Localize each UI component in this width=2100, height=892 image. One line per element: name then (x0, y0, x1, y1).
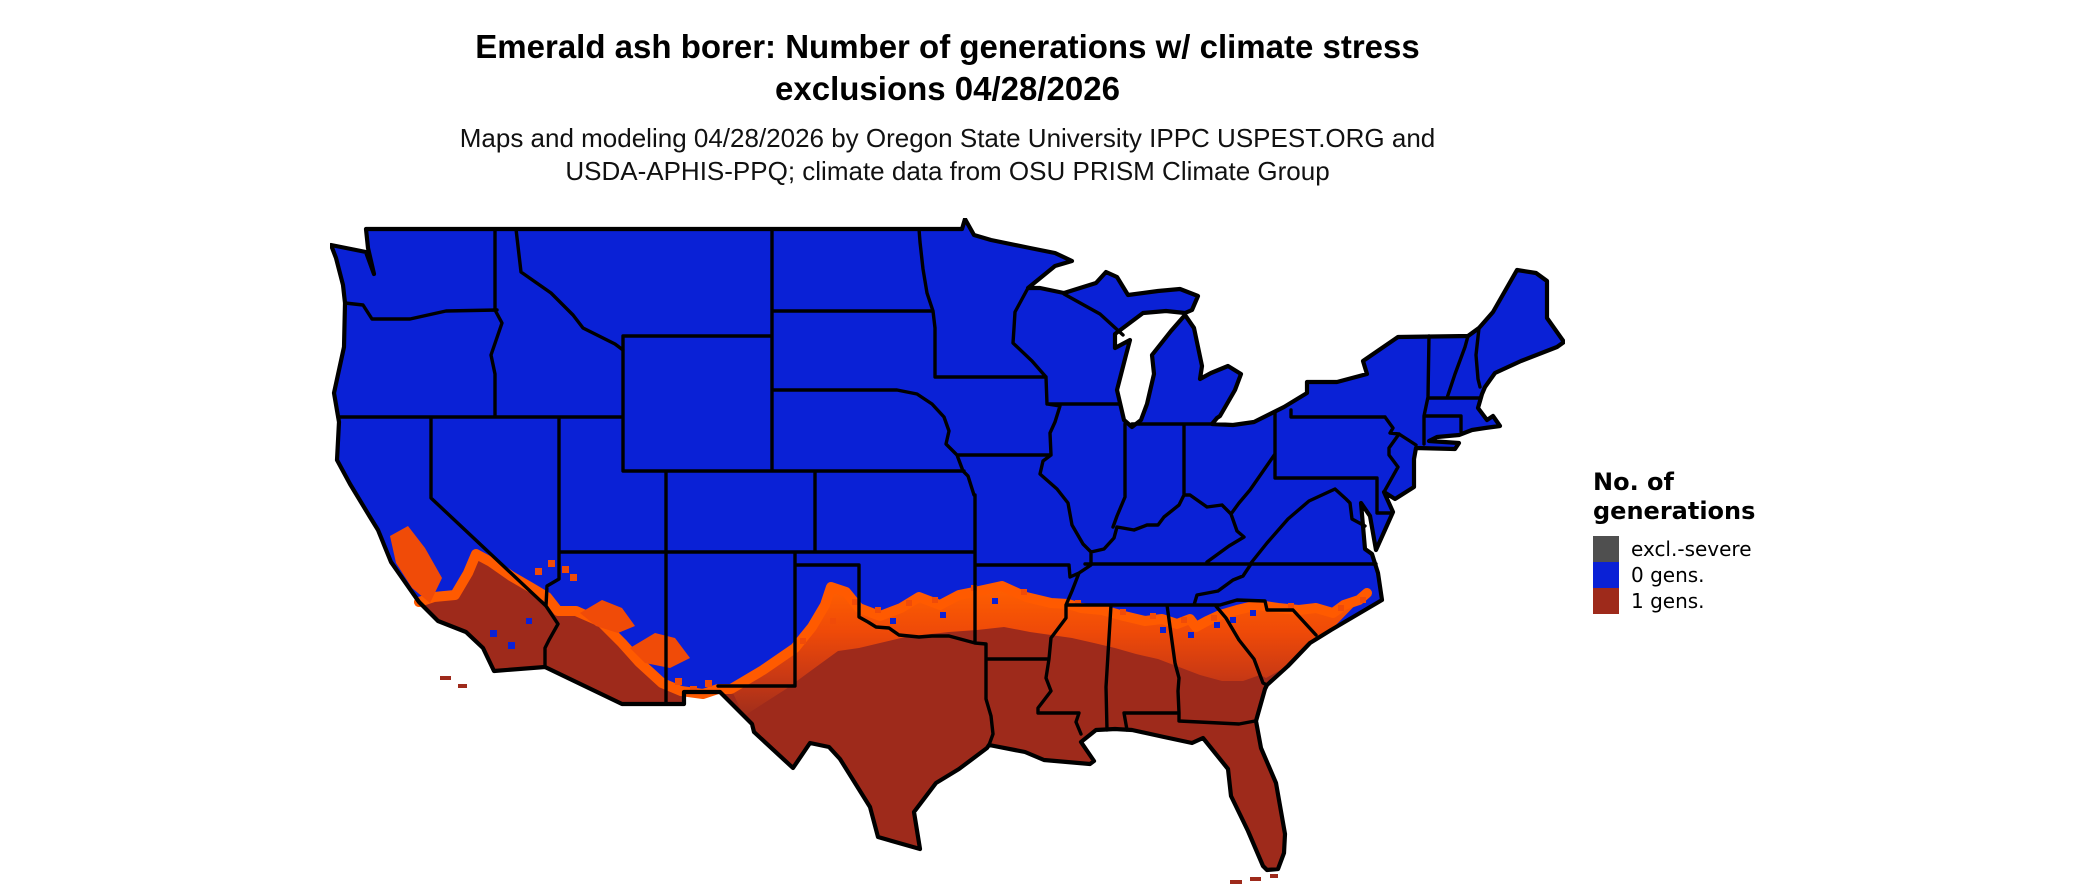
legend-label-excl-severe: excl.-severe (1631, 537, 1752, 561)
map-title: Emerald ash borer: Number of generations… (330, 26, 1565, 110)
legend-label-zero-gens: 0 gens. (1631, 563, 1705, 587)
legend-swatch-excl-severe (1593, 536, 1619, 562)
legend-items: excl.-severe 0 gens. 1 gens. (1593, 536, 1755, 614)
channel-islands-and-keys (440, 676, 1278, 884)
map-subtitle-line2: USDA-APHIS-PPQ; climate data from OSU PR… (565, 156, 1330, 186)
us-map (328, 216, 1567, 888)
legend-title-line1: No. of (1593, 468, 1674, 496)
legend-label-one-gen: 1 gens. (1631, 589, 1705, 613)
map-subtitle: Maps and modeling 04/28/2026 by Oregon S… (280, 122, 1615, 188)
legend-item-zero-gens: 0 gens. (1593, 562, 1755, 588)
us-map-svg (328, 216, 1567, 884)
blue-speckles (490, 598, 1256, 649)
state-borders (336, 227, 1482, 747)
transition-fringe-line (414, 549, 1372, 699)
legend-item-excl-severe: excl.-severe (1593, 536, 1755, 562)
legend-swatch-zero-gens (1593, 562, 1619, 588)
legend: No. of generations excl.-severe 0 gens. … (1593, 468, 1755, 614)
map-subtitle-line1: Maps and modeling 04/28/2026 by Oregon S… (459, 123, 1436, 153)
map-title-line2: exclusions 04/28/2026 (775, 70, 1120, 107)
us-outline (328, 216, 1567, 873)
transition-speckles (390, 526, 1366, 693)
legend-item-one-gen: 1 gens. (1593, 588, 1755, 614)
legend-title-line2: generations (1593, 497, 1756, 525)
map-title-line1: Emerald ash borer: Number of generations… (475, 28, 1420, 65)
legend-title: No. of generations (1593, 468, 1755, 526)
legend-swatch-one-gen (1593, 588, 1619, 614)
